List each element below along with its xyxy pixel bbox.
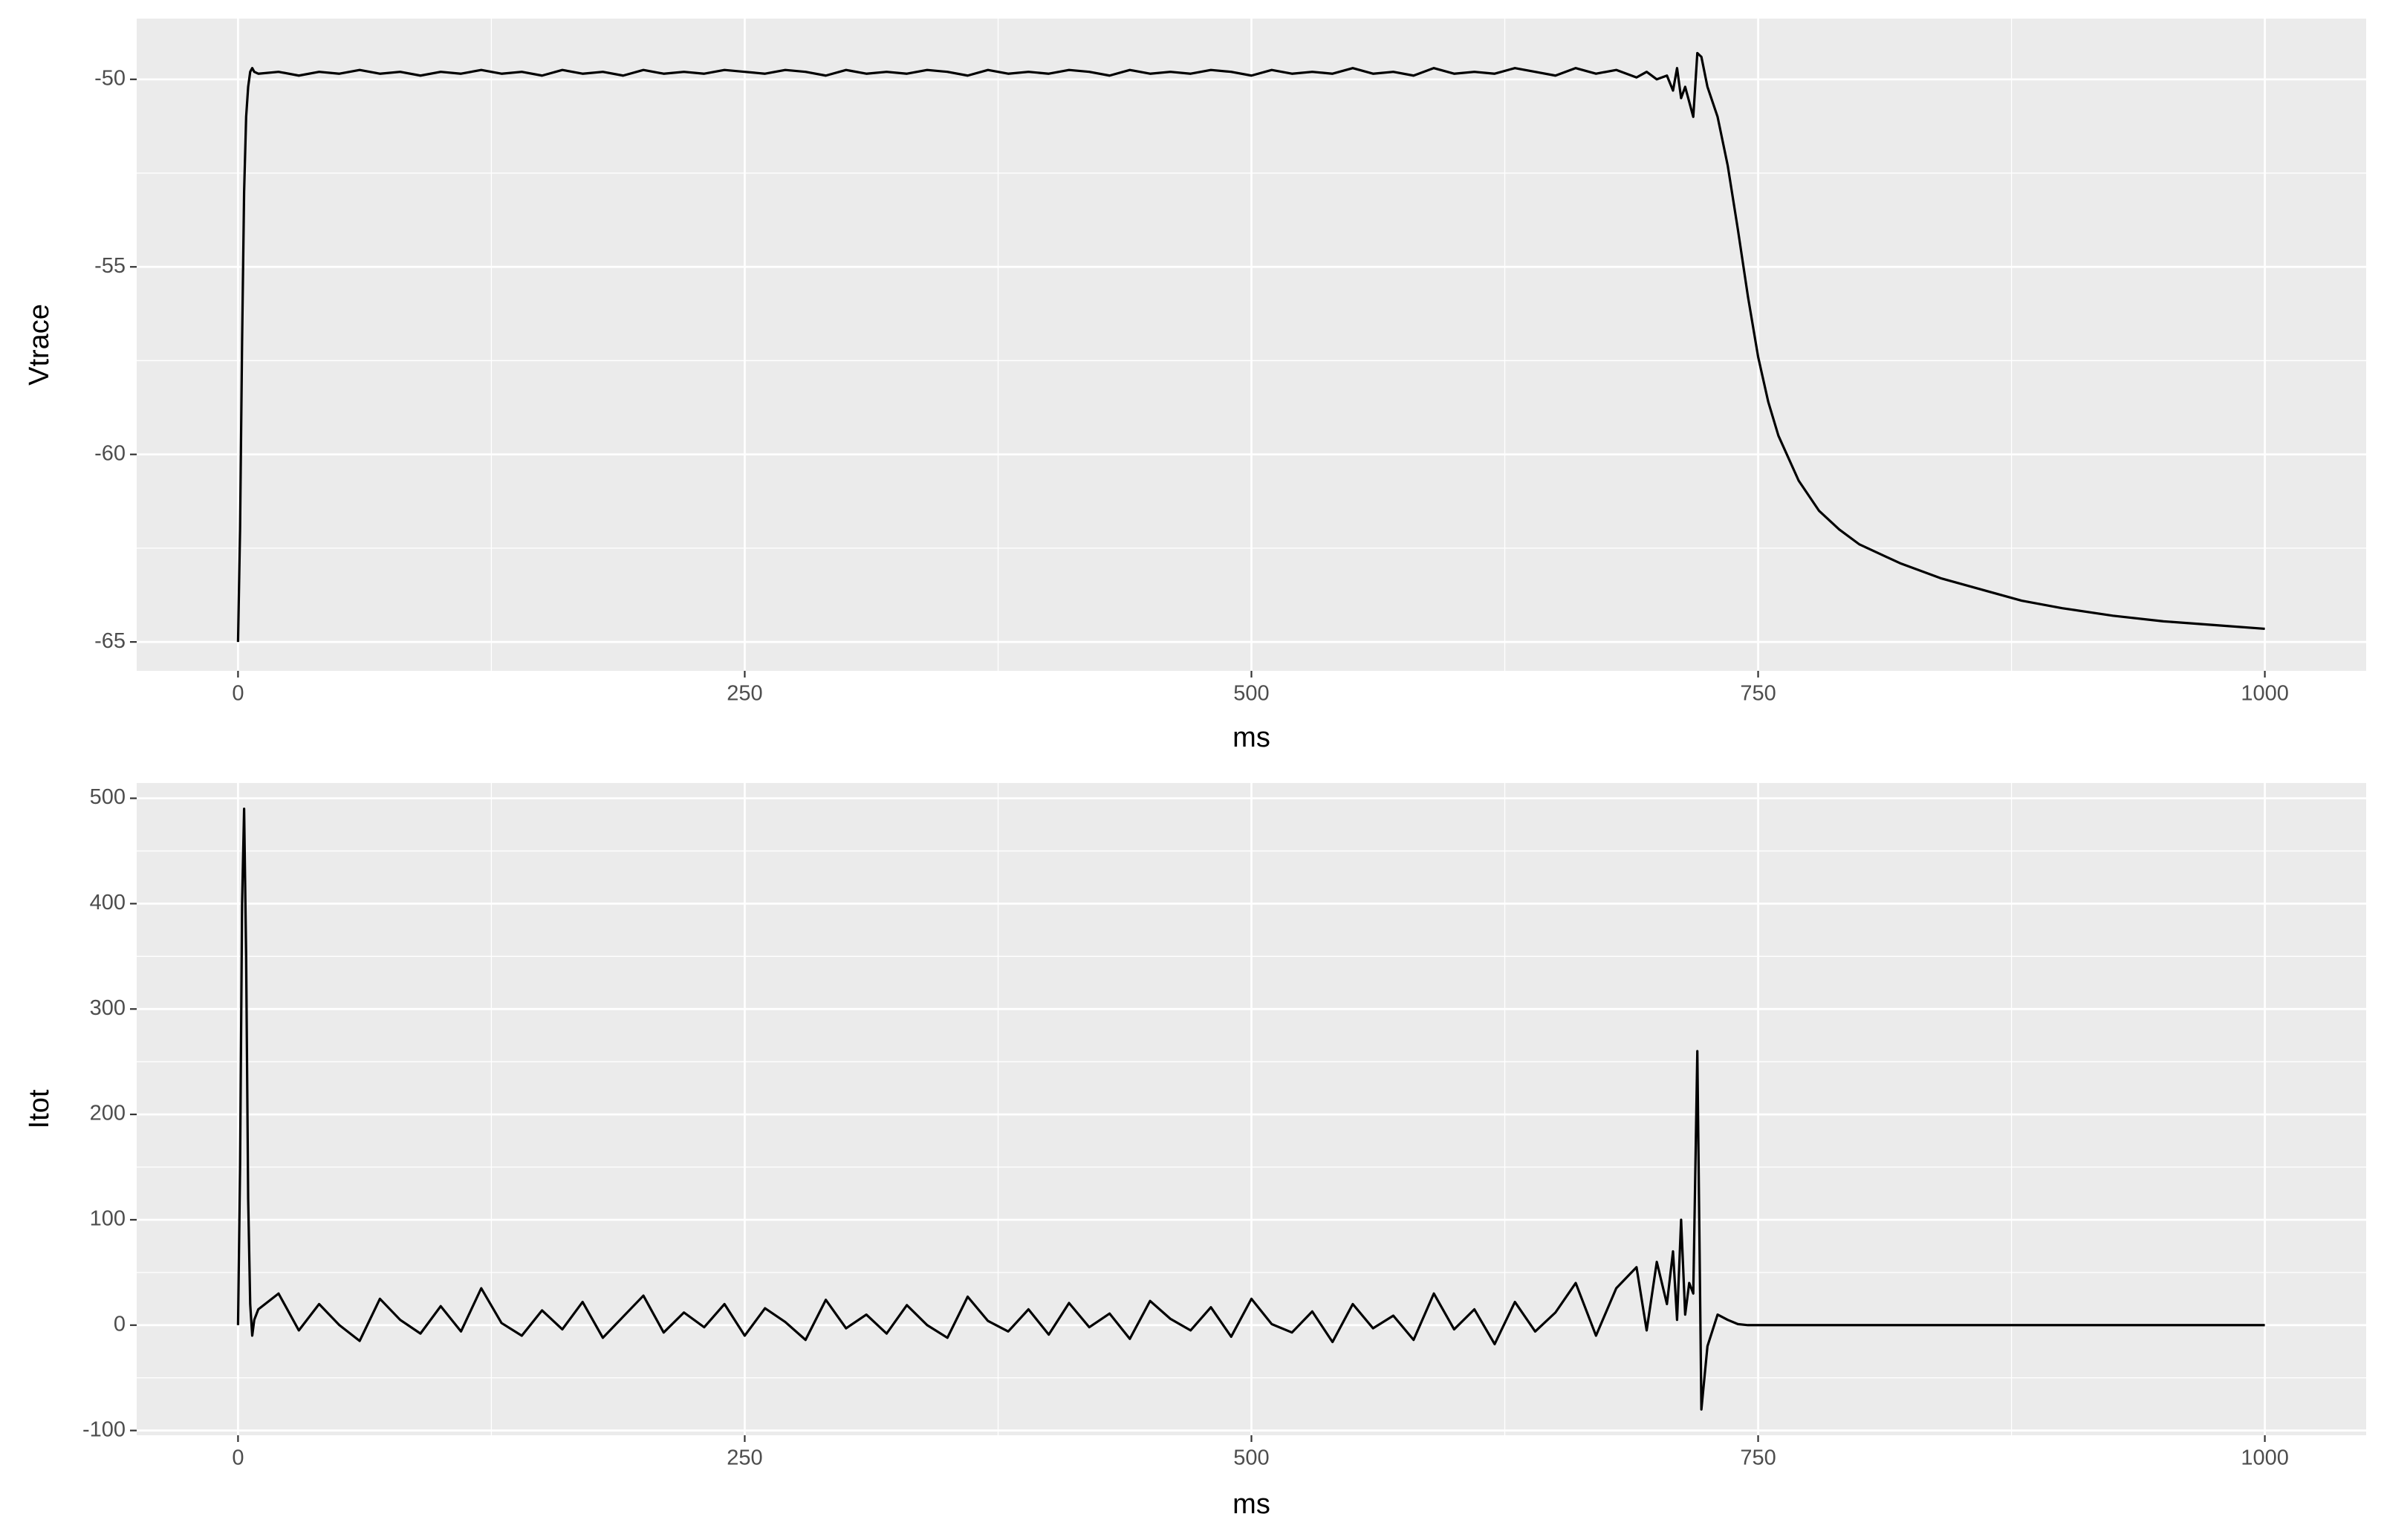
y-axis-title: Vtrace [24,304,55,386]
x-tick-label: 750 [1740,682,1776,706]
y-tick-label: -65 [94,629,126,653]
x-axis-title: ms [1232,722,1270,753]
x-axis-title: ms [1232,1489,1270,1520]
y-tick-label: -100 [82,1417,126,1441]
x-tick-label: 0 [232,1446,244,1470]
y-axis-title: Itot [24,1089,55,1128]
x-tick-label: 500 [1233,682,1269,706]
y-tick-label: -50 [94,66,126,90]
y-tick-label: 500 [90,785,126,809]
data-line [236,51,2265,643]
x-tick-label: 1000 [2241,1446,2289,1470]
x-tick-label: 500 [1233,1446,1269,1470]
y-tick-label: -60 [94,441,126,465]
y-tick-label: 400 [90,891,126,914]
x-tick-label: 250 [727,1446,762,1470]
y-tick-label: 300 [90,996,126,1020]
y-tick-label: 200 [90,1102,126,1125]
y-tick-label: -55 [94,254,126,278]
x-tick-label: 1000 [2241,682,2289,706]
y-tick-label: 0 [114,1312,126,1336]
x-tick-label: 0 [232,682,244,706]
x-tick-label: 250 [727,682,762,706]
y-tick-label: 100 [90,1207,126,1231]
x-tick-label: 750 [1740,1446,1776,1470]
data-line [236,808,2265,1411]
